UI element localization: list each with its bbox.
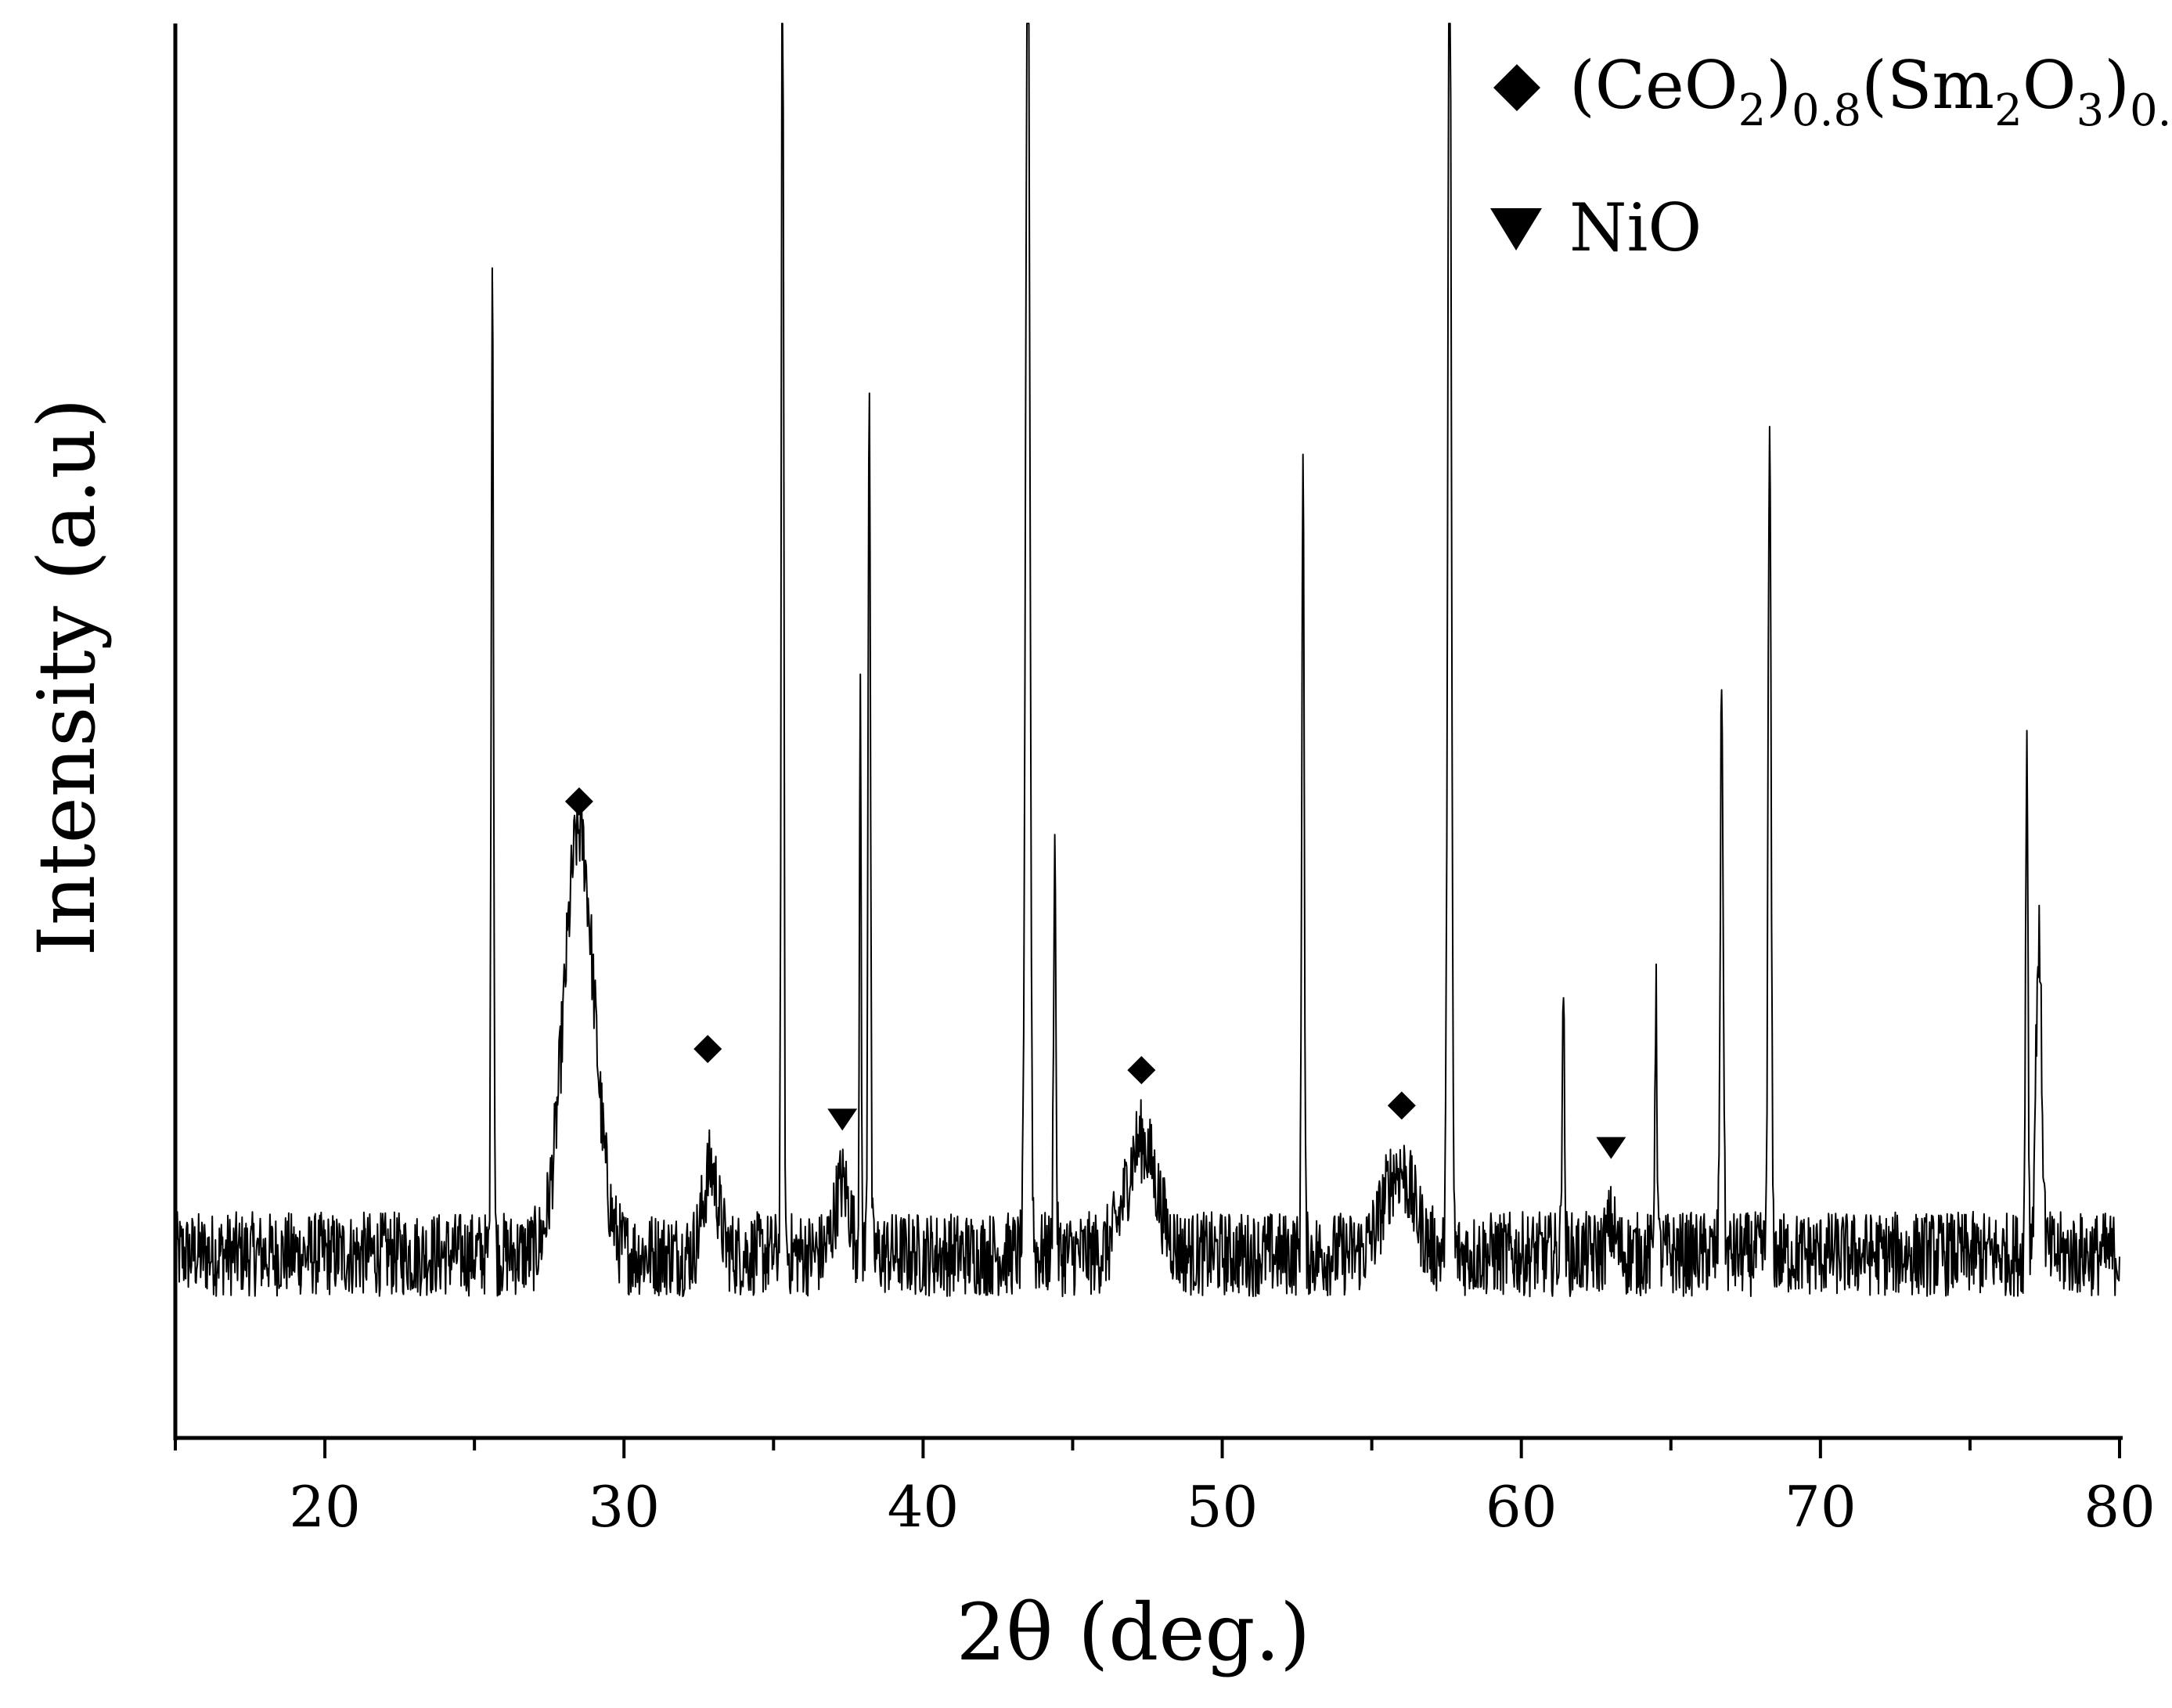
diamond-marker: [564, 787, 593, 816]
y-axis-title: Intensity (a.u): [21, 398, 113, 956]
triangle-down-icon: [1490, 208, 1542, 250]
legend-item-ceo2-sm2o3: (CeO2)0.8(Sm2O3)0.2: [1493, 47, 2172, 136]
x-tick-label: 70: [1785, 1474, 1857, 1540]
x-ticks: 20 30 40 50 60 70 80: [174, 1438, 2156, 1540]
x-tick-label: 30: [588, 1474, 660, 1540]
triangle-down-marker: [827, 1108, 858, 1131]
diamond-icon: [1493, 64, 1540, 111]
legend-label-ceo2-sm2o3: (CeO2)0.8(Sm2O3)0.2: [1569, 47, 2172, 136]
phase-markers: [564, 787, 1626, 1159]
x-tick-label: 60: [1486, 1474, 1558, 1540]
legend-item-nio: NiO: [1490, 189, 1702, 266]
triangle-down-marker: [1596, 1137, 1626, 1159]
x-tick-label: 20: [289, 1474, 361, 1540]
diamond-marker: [693, 1035, 722, 1064]
diamond-marker: [1127, 1056, 1156, 1085]
axes: 20 30 40 50 60 70 80: [173, 23, 2156, 1540]
diamond-marker: [1387, 1091, 1416, 1120]
legend-label-nio: NiO: [1569, 189, 1702, 266]
x-tick-label: 40: [888, 1474, 960, 1540]
xrd-pattern-line: [175, 23, 2120, 1298]
legend: (CeO2)0.8(Sm2O3)0.2 NiO: [1490, 47, 2172, 266]
x-axis-title: 2θ (deg.): [956, 1587, 1311, 1678]
x-tick-label: 80: [2084, 1474, 2156, 1540]
plot-area: [175, 23, 2120, 1298]
x-tick-label: 50: [1187, 1474, 1259, 1540]
